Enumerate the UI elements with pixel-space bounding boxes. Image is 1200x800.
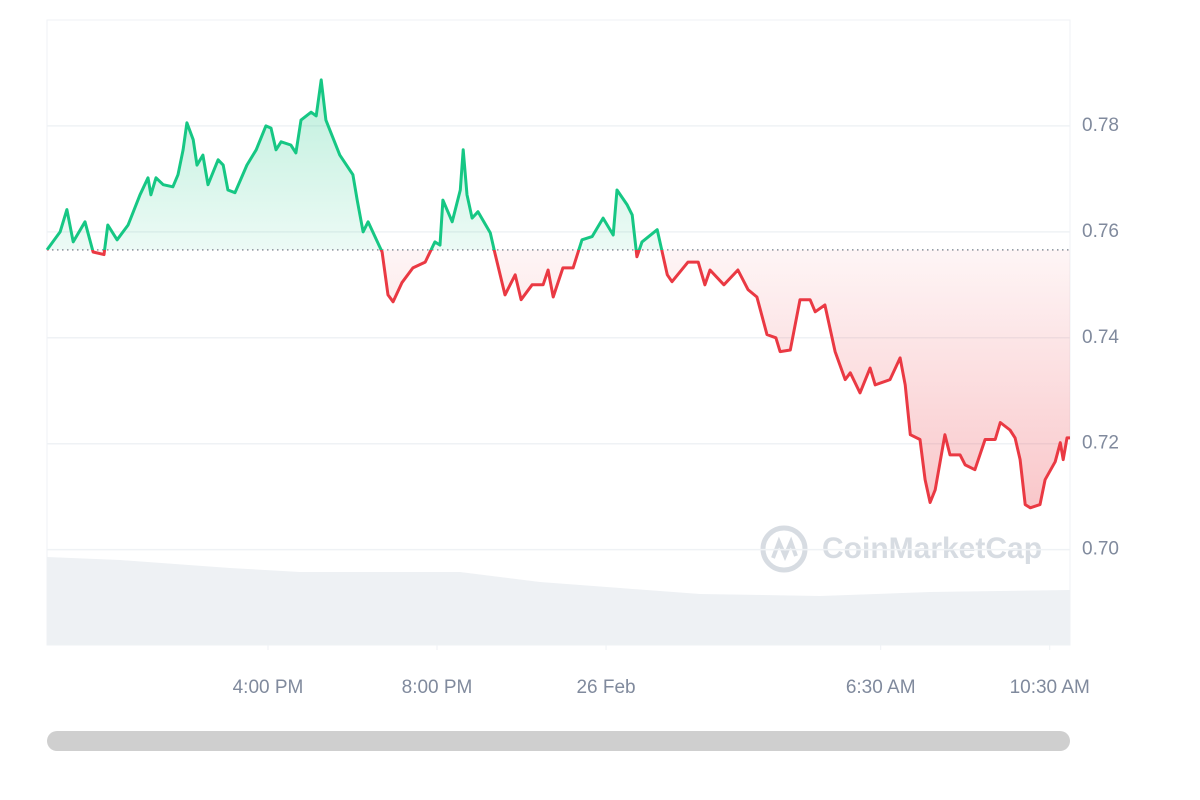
x-tick-label: 4:00 PM <box>233 677 304 698</box>
y-tick-label: 0.70 <box>1082 539 1119 560</box>
x-tick-label: 6:30 AM <box>846 677 916 698</box>
watermark-logo-mark <box>771 536 798 562</box>
price-line <box>45 78 1070 510</box>
watermark-text: CoinMarketCap <box>822 532 1042 565</box>
y-tick-label: 0.74 <box>1082 327 1119 348</box>
x-tick-label: 8:00 PM <box>402 677 473 698</box>
y-tick-label: 0.72 <box>1082 433 1119 454</box>
volume-area <box>47 557 1070 645</box>
y-tick-label: 0.76 <box>1082 221 1119 242</box>
price-area <box>47 79 1070 508</box>
x-tick-label: 26 Feb <box>576 677 635 698</box>
y-tick-label: 0.78 <box>1082 115 1119 136</box>
x-tick-label: 10:30 AM <box>1010 677 1090 698</box>
watermark: CoinMarketCap <box>760 525 1042 573</box>
scrollbar[interactable] <box>47 731 1070 751</box>
